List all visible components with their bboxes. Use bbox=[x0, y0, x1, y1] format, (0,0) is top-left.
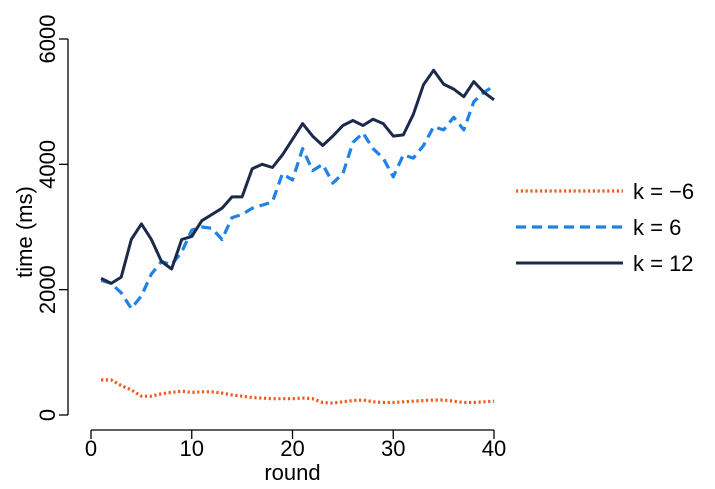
x-axis-label: round bbox=[264, 460, 320, 485]
x-tick-label: 40 bbox=[482, 436, 506, 461]
series-line-1 bbox=[101, 86, 494, 309]
legend-label-1: k = 6 bbox=[633, 215, 681, 240]
series-line-0 bbox=[101, 380, 494, 403]
x-tick-label: 10 bbox=[180, 436, 204, 461]
y-tick-label: 4000 bbox=[35, 140, 60, 189]
series-line-2 bbox=[101, 70, 494, 283]
x-tick-label: 0 bbox=[85, 436, 97, 461]
y-ticks: 0 2000 4000 6000 bbox=[35, 15, 68, 422]
y-tick-label: 6000 bbox=[35, 15, 60, 64]
x-tick-label: 30 bbox=[381, 436, 405, 461]
axes bbox=[68, 39, 494, 430]
y-tick-label: 0 bbox=[35, 409, 60, 421]
y-axis-label: time (ms) bbox=[12, 186, 37, 278]
legend-label-0: k = −6 bbox=[633, 179, 694, 204]
x-ticks: 0 10 20 30 40 bbox=[85, 430, 506, 461]
legend: k = −6 k = 6 k = 12 bbox=[516, 179, 694, 276]
plot-series bbox=[101, 70, 494, 403]
y-tick-label: 2000 bbox=[35, 265, 60, 314]
x-tick-label: 20 bbox=[280, 436, 304, 461]
legend-label-2: k = 12 bbox=[633, 251, 694, 276]
